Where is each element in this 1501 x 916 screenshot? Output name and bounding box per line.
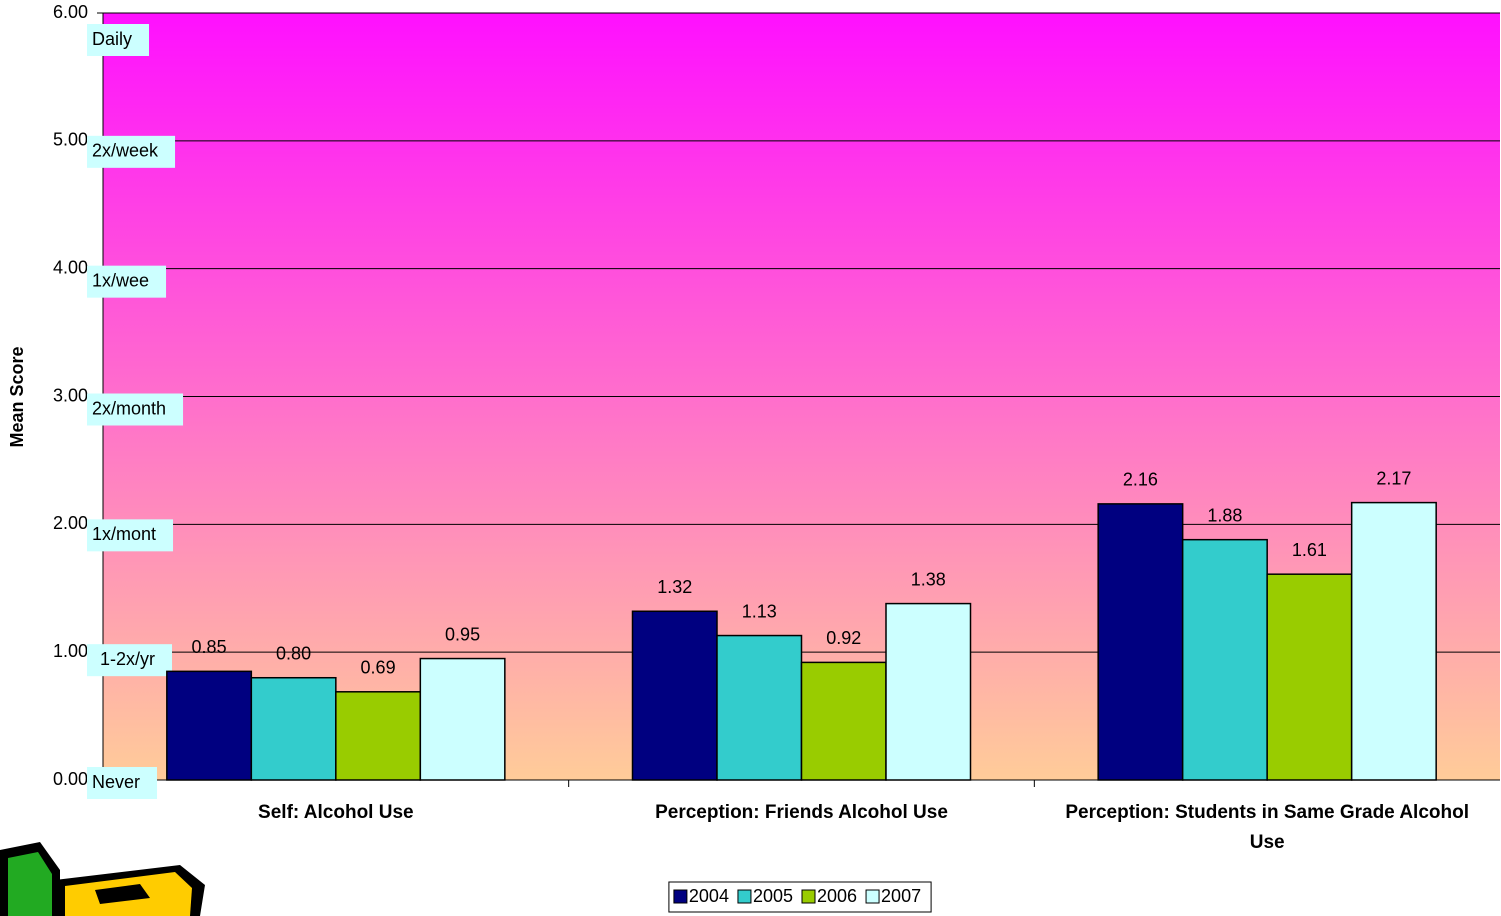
legend: 2004 2005 2006 2007 — [668, 881, 932, 913]
scale-label-box — [87, 265, 167, 298]
scale-label: Daily — [87, 24, 150, 56]
value-label: 1.38 — [911, 569, 946, 589]
y-tick-label: 1.00 — [53, 641, 88, 661]
bar — [631, 610, 718, 781]
bar — [1181, 538, 1268, 781]
scale-label-box — [87, 135, 176, 168]
value-label: 1.61 — [1292, 540, 1327, 560]
bar — [419, 657, 506, 781]
bar — [1266, 573, 1353, 781]
y-tick-label: 3.00 — [53, 385, 88, 405]
scale-label-text: Never — [92, 772, 140, 792]
legend-swatch — [865, 889, 880, 904]
clipart — [0, 842, 205, 916]
y-axis-label: Mean Score — [7, 346, 27, 447]
scale-label: 1x/wee — [87, 265, 167, 298]
scale-label-text: 1-2x/yr — [100, 649, 155, 669]
value-label: 0.85 — [192, 637, 227, 657]
scale-label-box — [87, 767, 158, 799]
bar — [335, 691, 422, 781]
bar — [250, 676, 337, 781]
value-label: 0.92 — [826, 628, 861, 648]
x-tick-label: Perception: Friends Alcohol Use — [655, 802, 948, 823]
value-label: 2.17 — [1376, 468, 1411, 488]
scale-label-box — [87, 24, 150, 56]
legend-swatch — [673, 889, 688, 904]
legend-swatch — [801, 889, 816, 904]
value-label: 2.16 — [1123, 470, 1158, 490]
legend-swatch — [737, 889, 752, 904]
value-label: 1.13 — [742, 601, 777, 621]
scale-label-text: 1x/mont — [92, 524, 156, 544]
legend-label: 2007 — [881, 886, 921, 906]
value-label: 0.80 — [276, 643, 311, 663]
bar — [1097, 503, 1184, 781]
scale-label: 1-2x/yr — [87, 644, 173, 677]
legend-label: 2005 — [753, 886, 793, 906]
scale-label-text: 1x/wee — [92, 270, 149, 290]
value-label: 0.95 — [445, 624, 480, 644]
bar — [716, 634, 803, 781]
scale-label-box — [87, 393, 184, 426]
x-tick-label: Self: Alcohol Use — [258, 802, 414, 823]
value-label: 0.69 — [361, 658, 396, 678]
scale-label: Never — [87, 767, 158, 799]
y-tick-label: 5.00 — [53, 130, 88, 150]
x-tick-label: Perception: Students in Same Grade Alcoh… — [1065, 802, 1469, 853]
bar — [1350, 501, 1437, 781]
legend-label: 2006 — [817, 886, 857, 906]
scale-label: 2x/week — [87, 135, 176, 168]
bar — [166, 670, 253, 781]
scale-label-text: Daily — [92, 29, 132, 49]
scale-label-box — [87, 644, 173, 677]
y-tick-label: 2.00 — [53, 513, 88, 533]
bar — [800, 661, 887, 781]
scale-label-text: 2x/month — [92, 398, 166, 418]
value-label: 1.32 — [657, 577, 692, 597]
value-label: 1.88 — [1207, 505, 1242, 525]
legend-label: 2004 — [689, 886, 729, 906]
scale-label: 1x/mont — [87, 519, 174, 552]
y-tick-label: 4.00 — [53, 257, 88, 277]
y-tick-label: 0.00 — [53, 769, 88, 789]
y-tick-label: 6.00 — [53, 2, 88, 22]
bar — [885, 602, 972, 781]
scale-label-box — [87, 519, 174, 552]
scale-label-text: 2x/week — [92, 141, 159, 161]
legend-box — [668, 881, 932, 913]
scale-label: 2x/month — [87, 393, 184, 426]
